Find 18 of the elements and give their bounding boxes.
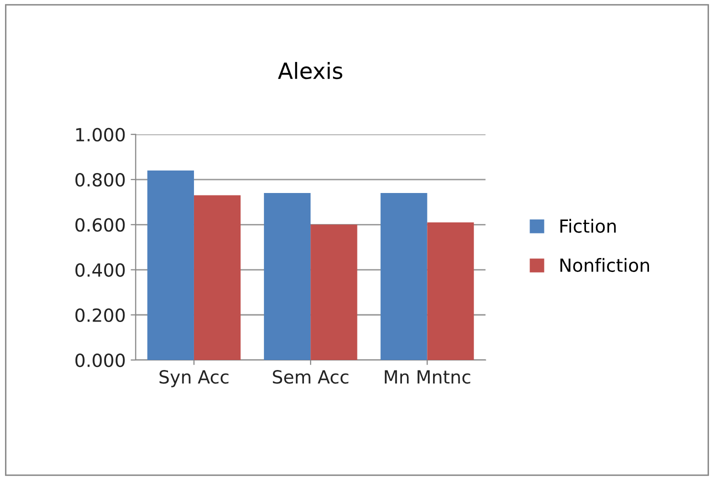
- bar: [380, 193, 428, 360]
- chart-title: Alexis: [278, 62, 342, 80]
- bar: [194, 195, 241, 360]
- bar: [147, 170, 194, 360]
- y-tick-label: 0.400: [75, 263, 125, 277]
- x-tick-label: Sem Acc: [272, 370, 348, 384]
- y-tick-label: 0.200: [75, 308, 125, 322]
- legend-label: Fiction: [560, 218, 616, 233]
- y-tick-label: 1.000: [76, 128, 125, 142]
- bar: [264, 193, 311, 360]
- y-tick-label: 0.000: [75, 353, 125, 368]
- legend-label: Nonfiction: [560, 258, 649, 272]
- y-tick-label: 0.600: [75, 218, 125, 232]
- bar: [310, 224, 358, 360]
- x-tick-label: Syn Acc: [160, 370, 228, 388]
- bar: [427, 222, 474, 360]
- y-tick-label: 0.800: [75, 172, 125, 187]
- x-tick-label: Mn Mntnc: [384, 370, 470, 384]
